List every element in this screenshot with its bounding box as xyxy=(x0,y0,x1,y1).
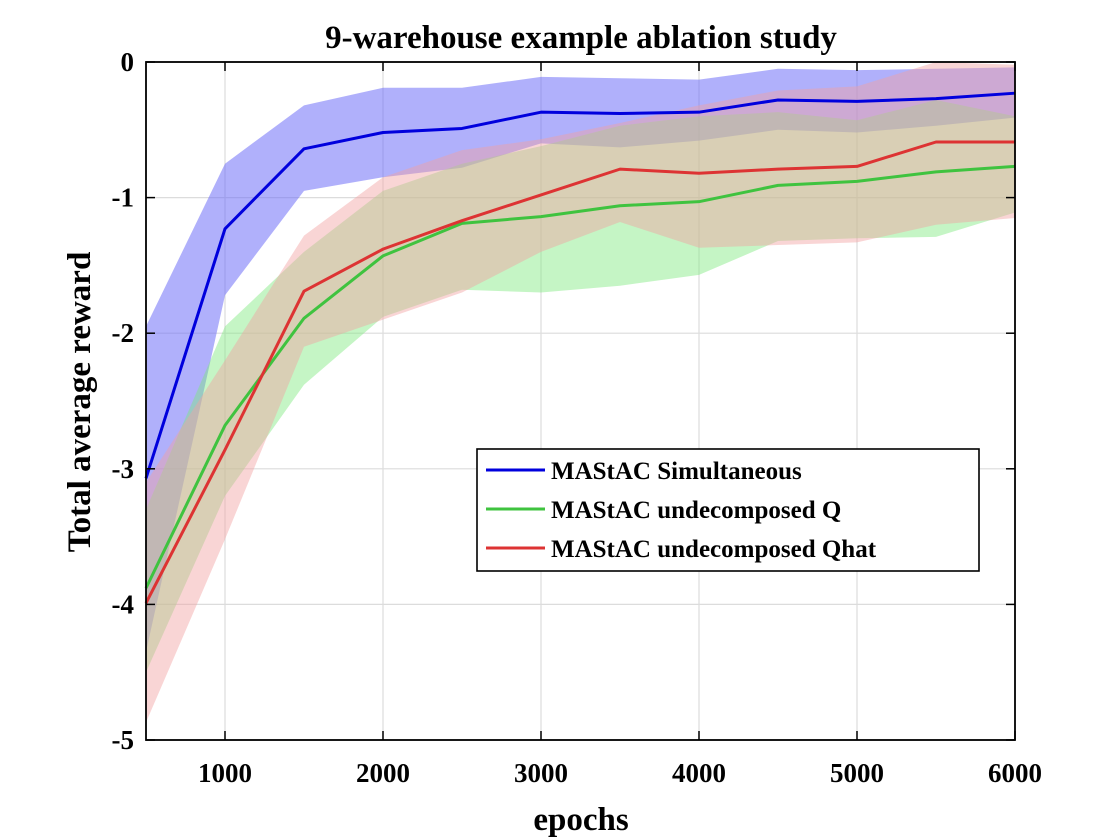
chart-title: 9-warehouse example ablation study xyxy=(325,20,837,56)
legend-label-simultaneous: MAStAC Simultaneous xyxy=(551,458,802,485)
band-2 xyxy=(146,62,1015,723)
x-tick-label-4: 5000 xyxy=(830,758,884,788)
x-axis-label: epochs xyxy=(533,802,629,838)
plot-frame xyxy=(145,61,1016,741)
series-line-0 xyxy=(144,91,1016,479)
y-tick-label-1: -1 xyxy=(112,183,135,213)
legend: MAStAC Simultaneous MAStAC undecomposed … xyxy=(476,448,980,572)
series-lines xyxy=(144,91,1016,604)
x-tick-label-1: 2000 xyxy=(356,758,410,788)
y-tick-label-0: 0 xyxy=(121,47,135,77)
legend-box xyxy=(476,448,980,572)
y-tick-label-3: -3 xyxy=(112,454,135,484)
legend-label-undecomposed-qhat: MAStAC undecomposed Qhat xyxy=(551,536,877,563)
band-1 xyxy=(146,99,1015,673)
confidence-bands xyxy=(146,62,1015,723)
series-line-2 xyxy=(144,140,1015,604)
y-axis-label: Total average reward xyxy=(62,252,98,553)
x-tick-label-2: 3000 xyxy=(514,758,568,788)
ticks: 1000 2000 3000 4000 5000 6000 0 -1 -2 -3 -4 -5 xyxy=(112,47,1043,788)
y-tick-label-2: -2 xyxy=(112,318,135,348)
band-0 xyxy=(146,67,1015,652)
y-tick-label-5: -5 xyxy=(112,725,135,755)
legend-label-undecomposed-q: MAStAC undecomposed Q xyxy=(551,497,841,524)
y-tick-label-4: -4 xyxy=(112,589,135,619)
x-tick-label-3: 4000 xyxy=(672,758,726,788)
x-tick-label-0: 1000 xyxy=(198,758,252,788)
x-tick-label-5: 6000 xyxy=(988,758,1042,788)
series-line-1 xyxy=(144,164,1016,589)
